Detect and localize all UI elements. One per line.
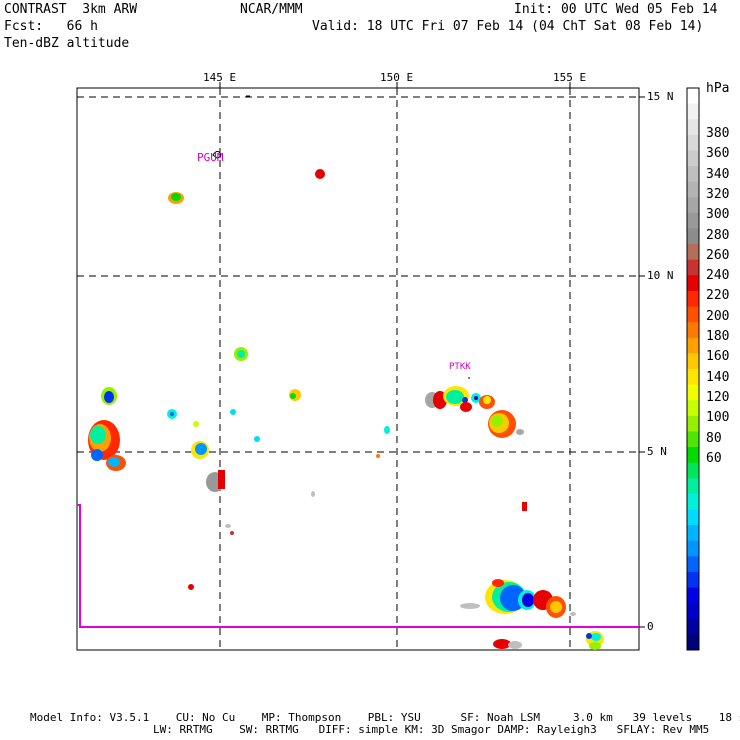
colorbar-tick-label: 120 [706,389,730,405]
center-title: NCAR/MMM [240,2,303,17]
echo-cell [193,421,199,427]
echo-cell [191,441,209,459]
echo-cell [488,410,524,438]
echo-cell [425,386,495,412]
graticule [77,88,639,650]
echo-cell [315,169,325,179]
colorbar-tick-label: 80 [706,430,722,446]
echo-cells [88,169,604,650]
colorbar-tick-label: 140 [706,369,730,385]
colorbar-tick-label: 60 [706,450,722,466]
echo-cell [376,454,380,458]
colorbar-tick-label: 200 [706,308,730,324]
lat-label-5n: 5 N [647,445,667,458]
lat-label-15n: 15 N [647,90,674,103]
echo-cell [167,409,177,419]
echo-cell [225,524,231,528]
colorbar-tick-label: 300 [706,207,730,223]
colorbar-tick-label: 160 [706,349,730,365]
echo-cell [289,389,301,401]
echo-cell [254,436,260,442]
echo-cell [311,491,315,497]
guam-coastline [212,150,222,159]
echo-cell [493,639,522,649]
valid-time: Valid: 18 UTC Fri 07 Feb 14 (04 ChT Sat … [312,19,704,34]
echo-cell [522,502,527,511]
forecast-hour: Fcst: 66 h [4,19,98,34]
colorbar-tick-label: 320 [706,186,730,202]
echo-cell [460,579,566,618]
echo-cell [188,584,194,590]
colorbar-tick-label: 280 [706,227,730,243]
model-title: CONTRAST 3km ARW [4,2,138,17]
frame-ticks [219,82,645,628]
physics-info: LW: RRTMG SW: RRTMG DIFF: simple KM: 3D … [153,723,710,736]
domain-boundary [77,504,639,628]
colorbar-tick-label: 360 [706,146,730,162]
station-label-pgum: PGUM [197,151,224,164]
lon-label-145e: 145 E [203,71,237,84]
lat-label-10n: 10 N [647,269,674,282]
colorbar-tick-label: 240 [706,268,730,284]
echo-cell [384,426,390,434]
lon-label-155e: 155 E [553,71,587,84]
echo-cell [230,409,236,415]
echo-cell [586,631,604,650]
echo-cell [206,470,225,492]
echo-cell [101,387,117,405]
colorbar-tick-label: 340 [706,166,730,182]
lon-label-150e: 150 E [380,71,414,84]
field-name: Ten-dBZ altitude [4,36,130,51]
colorbar-tick-label: 220 [706,288,730,304]
echo-cell [234,347,248,361]
init-time: Init: 00 UTC Wed 05 Feb 14 [514,2,718,17]
lat-label-0: 0 [647,620,654,633]
colorbar-tick-label: 380 [706,126,730,141]
colorbar-tick-label: 100 [706,410,730,426]
model-info: Model Info: V3.5.1 CU: No Cu MP: Thompso… [30,711,740,724]
colorbar-tick-label: 180 [706,329,730,344]
colorbar-unit: hPa [706,81,730,96]
echo-cell [88,420,126,471]
station-label-ptkk: PTKK [449,362,471,372]
echo-cell [230,531,234,535]
colorbar-tick-label: 260 [706,247,730,263]
map-frame [76,87,640,651]
echo-cell [570,612,576,616]
echo-cell [168,192,184,204]
